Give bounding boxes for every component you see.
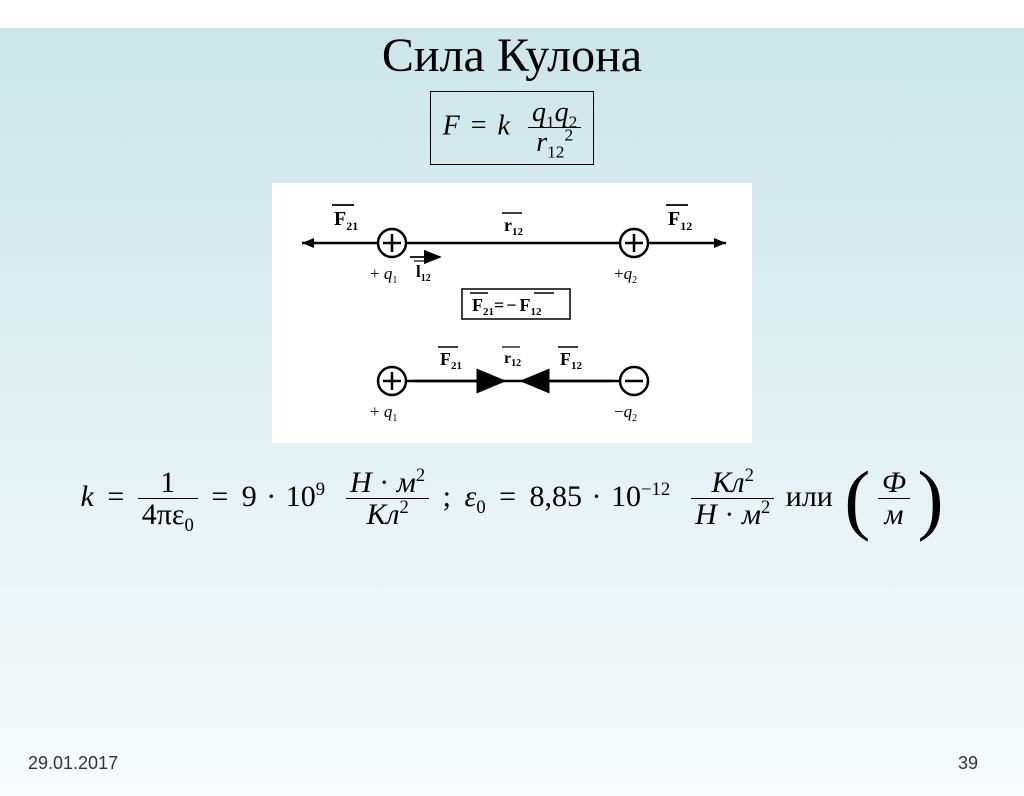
qq-over-r2-fraction: q1q2 r122 xyxy=(528,98,581,158)
q1-label: + q1 xyxy=(370,264,397,286)
r12-label: r12 xyxy=(504,215,524,238)
r12-attract-label: r12 xyxy=(504,350,521,369)
q2-label: +q2 xyxy=(614,264,637,286)
F21-label: F21 xyxy=(334,208,358,233)
F12-label: F12 xyxy=(668,208,692,233)
F12-attract-label: F12 xyxy=(560,349,583,372)
slide-title: Сила Кулона xyxy=(0,28,1024,83)
coulomb-formula-box: F = k q1q2 r122 xyxy=(430,91,595,165)
F-symbol: F xyxy=(443,110,460,141)
newton3-formula: F21=−F12 xyxy=(472,295,542,318)
F21-attract-label: F21 xyxy=(440,349,462,372)
q2-attract-label: −q2 xyxy=(614,402,637,424)
force-diagram: F21 F12 r12 l12 + q1 xyxy=(272,183,752,443)
footer-page-number: 39 xyxy=(958,753,978,774)
eq-sign: = xyxy=(467,110,491,141)
q1-attract-label: + q1 xyxy=(370,402,397,424)
k-symbol: k xyxy=(498,110,510,141)
constants-formula: k = 1 4πε0 = 9 · 109 Н · м2 Кл2 ; ε0 = xyxy=(0,467,1024,531)
footer-date: 29.01.2017 xyxy=(28,753,118,774)
l12-label: l12 xyxy=(416,262,431,284)
diagram-svg: F21 F12 r12 l12 + q1 xyxy=(272,183,752,443)
